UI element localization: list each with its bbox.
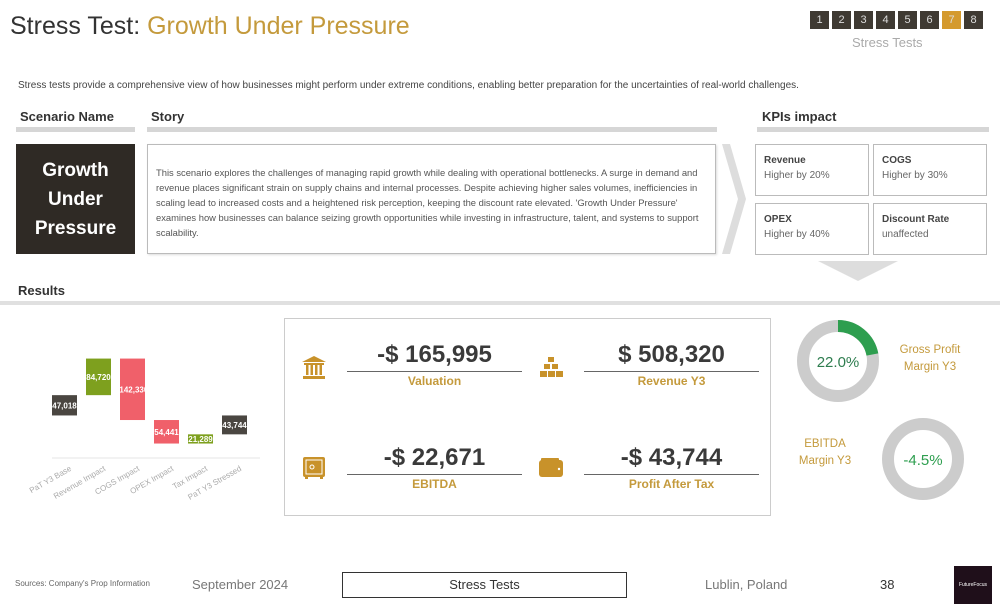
waterfall-bar bbox=[154, 420, 179, 444]
ebitda-margin-value: -4.5% bbox=[903, 452, 942, 469]
waterfall-bar bbox=[188, 434, 213, 444]
title-prefix: Stress Test: bbox=[10, 12, 141, 40]
scenario-line: Pressure bbox=[34, 217, 117, 239]
page-tab-7[interactable]: 7 bbox=[942, 11, 961, 29]
section-label: Stress Tests bbox=[852, 35, 923, 50]
divider bbox=[16, 127, 135, 132]
bar-label: 43,744 bbox=[222, 421, 247, 430]
waterfall-bar bbox=[86, 358, 111, 396]
bar-label: -142,330 bbox=[117, 385, 149, 394]
footer-location: Lublin, Poland bbox=[705, 577, 788, 592]
results-header: Results bbox=[18, 283, 65, 298]
bank-icon bbox=[302, 356, 326, 379]
metric-ebitda: -$ 22,671 EBITDA bbox=[347, 444, 522, 491]
wallet-icon bbox=[539, 458, 563, 477]
bar-label: 54,441 bbox=[154, 428, 179, 437]
bar-label: 47,018 bbox=[52, 401, 77, 410]
kpis-header: KPIs impact bbox=[762, 109, 837, 124]
page-tab-3[interactable]: 3 bbox=[854, 11, 873, 29]
kpi-cogs: COGS Higher by 30% bbox=[873, 144, 987, 196]
page-title: Stress Test: Growth Under Pressure bbox=[10, 12, 410, 41]
ebitda-margin-label: EBITDA Margin Y3 bbox=[798, 438, 852, 467]
page-tab-6[interactable]: 6 bbox=[920, 11, 939, 29]
kpi-revenue: Revenue Higher by 20% bbox=[755, 144, 869, 196]
footer-section: Stress Tests bbox=[342, 572, 627, 598]
metric-revenue-y3: $ 508,320 Revenue Y3 bbox=[584, 341, 759, 388]
results-panel: -$ 165,995 Valuation $ 508,320 Revenue Y3 … bbox=[284, 318, 771, 516]
gross-profit-label: Gross Profit Margin Y3 bbox=[899, 344, 961, 373]
page-tab-8[interactable]: 8 bbox=[964, 11, 983, 29]
page-tab-5[interactable]: 5 bbox=[898, 11, 917, 29]
title-accent: Growth Under Pressure bbox=[147, 12, 410, 40]
bar-label: 84,720 bbox=[86, 373, 111, 382]
gross-profit-value: 22.0% bbox=[817, 354, 860, 371]
scenario-line: Growth bbox=[42, 159, 109, 181]
page-tab-1[interactable]: 1 bbox=[810, 11, 829, 29]
scenario-name: Growth Under Pressure bbox=[16, 144, 135, 254]
kpi-opex: OPEX Higher by 40% bbox=[755, 203, 869, 255]
kpi-discount-rate: Discount Rate unaffected bbox=[873, 203, 987, 255]
waterfall-bar bbox=[52, 395, 77, 416]
footer-date: September 2024 bbox=[192, 577, 289, 592]
intro-text: Stress tests provide a comprehensive vie… bbox=[18, 80, 799, 91]
gross-profit-gauge: 22.0% bbox=[797, 320, 879, 402]
ebitda-margin-gauge: -4.5% bbox=[882, 418, 964, 500]
page-number: 38 bbox=[880, 577, 895, 592]
story-header: Story bbox=[151, 109, 185, 124]
metric-valuation: -$ 165,995 Valuation bbox=[347, 341, 522, 388]
sources: Sources: Company's Prop Information bbox=[15, 579, 150, 588]
divider bbox=[0, 301, 1000, 305]
safe-icon bbox=[303, 457, 325, 479]
bar-label: 21,289 bbox=[188, 435, 213, 444]
story-text: This scenario explores the challenges of… bbox=[147, 144, 716, 254]
page-tab-4[interactable]: 4 bbox=[876, 11, 895, 29]
waterfall-bar bbox=[120, 358, 145, 421]
divider bbox=[147, 127, 717, 132]
gold-bars-icon bbox=[540, 357, 563, 377]
arrow-right-icon bbox=[722, 144, 746, 254]
logo: FutureFocus bbox=[954, 566, 992, 604]
scenario-line: Under bbox=[48, 188, 103, 210]
divider bbox=[757, 127, 989, 132]
metric-profit-after-tax: -$ 43,744 Profit After Tax bbox=[584, 444, 759, 491]
waterfall-bar bbox=[222, 415, 247, 435]
page-tab-2[interactable]: 2 bbox=[832, 11, 851, 29]
arrow-down-icon bbox=[818, 261, 898, 281]
scenario-header: Scenario Name bbox=[20, 109, 114, 124]
